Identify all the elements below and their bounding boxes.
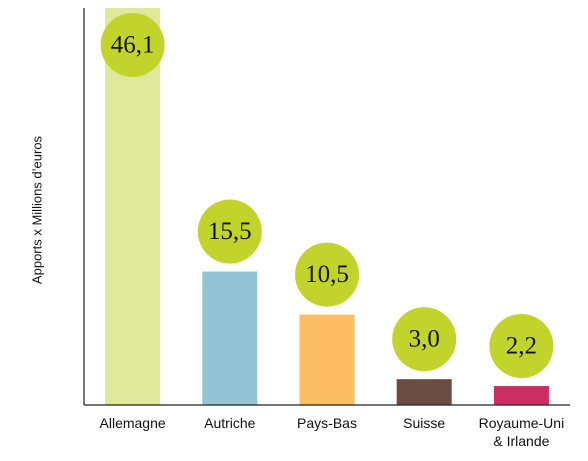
y-axis-label: Apports x Millions d’euros	[29, 135, 44, 284]
x-tick-label: Royaume-Uni & Irlande	[478, 415, 565, 449]
value-badge	[392, 307, 457, 372]
value-badge	[100, 13, 165, 77]
bar	[396, 379, 452, 405]
bar	[493, 386, 549, 405]
value-badge	[295, 242, 359, 307]
value-label: 3,0	[409, 326, 440, 353]
value-label: 15,5	[208, 218, 252, 245]
value-label: 10,5	[305, 261, 349, 288]
x-tick-label: Suisse	[403, 415, 446, 431]
value-label: 46,1	[111, 32, 155, 59]
x-tick-label: Pays-Bas	[297, 415, 357, 431]
value-badge	[197, 199, 262, 264]
x-tick-label: Autriche	[204, 415, 256, 431]
bar	[299, 314, 355, 405]
value-badge	[489, 314, 554, 379]
bar	[202, 271, 258, 405]
value-label: 2,2	[506, 333, 537, 360]
x-tick-label: Allemagne	[99, 415, 166, 431]
